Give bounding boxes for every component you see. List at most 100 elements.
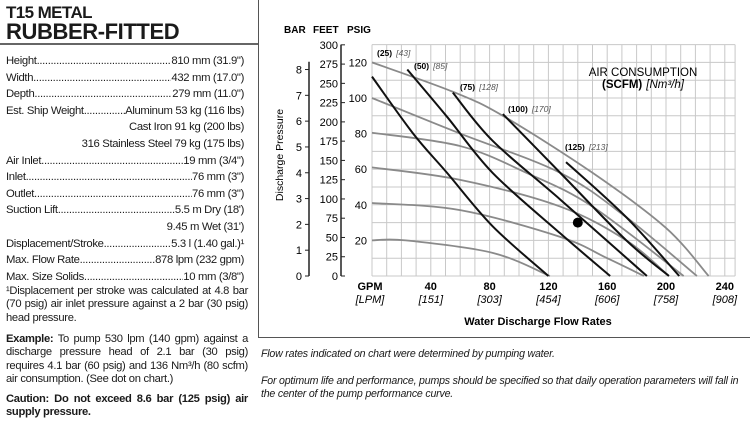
bar-tick-label: 6 bbox=[296, 116, 302, 128]
feet-tick-label: 25 bbox=[326, 252, 338, 264]
spec-label: Outlet bbox=[6, 187, 35, 200]
spec-value: 76 mm (3") bbox=[192, 187, 244, 200]
spec-row: Cast Iron 91 kg (200 lbs) bbox=[6, 119, 244, 136]
air-pressure-curve-80psig bbox=[371, 131, 685, 277]
bar-tick-label: 2 bbox=[296, 219, 302, 231]
bar-tick-label: 7 bbox=[296, 90, 302, 102]
spec-row: Suction Lift 5.5 m Dry (18') bbox=[6, 202, 244, 219]
y-axis-title: Discharge Pressure bbox=[274, 109, 286, 201]
chart-frame-left bbox=[258, 0, 259, 338]
spec-value: 810 mm (31.9") bbox=[171, 55, 244, 67]
air-pressure-curve-20psig bbox=[371, 238, 551, 277]
psig-tick-label: 40 bbox=[355, 200, 367, 212]
axis-header-feet: FEET bbox=[313, 25, 339, 36]
example-body: To pump 530 lpm (140 gpm) against a disc… bbox=[6, 333, 248, 385]
air-pressure-curve-40psig bbox=[371, 202, 645, 277]
air-pressure-curve-60psig bbox=[371, 166, 670, 277]
spec-value: 19 mm (3/4") bbox=[183, 154, 244, 167]
feet-tick-label: 50 bbox=[326, 232, 338, 244]
feet-tick-label: 175 bbox=[320, 136, 338, 148]
psig-tick-label: 20 bbox=[355, 235, 367, 247]
bar-tick-label: 5 bbox=[296, 142, 302, 154]
air-consumption-label: (100) [170] bbox=[508, 104, 551, 114]
product-subtitle: RUBBER-FITTED bbox=[6, 19, 180, 44]
spec-label: Height bbox=[6, 55, 37, 67]
example-label: Example: bbox=[6, 333, 54, 345]
feet-tick-label: 0 bbox=[332, 271, 338, 283]
x-unit-lpm: [LPM] bbox=[355, 294, 386, 306]
air-consumption-label: (25) [43] bbox=[377, 48, 411, 58]
feet-tick-label: 275 bbox=[320, 59, 338, 71]
spec-value: 5.3 l (1.40 gal.)¹ bbox=[171, 237, 244, 250]
psig-tick-label: 80 bbox=[355, 129, 367, 141]
spec-row: Inlet 76 mm (3") bbox=[6, 169, 244, 186]
spec-value: Cast Iron 91 kg (200 lbs) bbox=[129, 121, 244, 134]
spec-row: Outlet 76 mm (3") bbox=[6, 186, 244, 203]
spec-row: 9.45 m Wet (31') bbox=[6, 219, 245, 236]
spec-row: Max. Size Solids 10 mm (3/8") bbox=[6, 269, 244, 286]
psig-tick-label: 120 bbox=[349, 57, 367, 69]
spec-table: Height 810 mm (31.9") Width 432 mm (17.0") D… bbox=[6, 53, 244, 285]
feet-tick-label: 300 bbox=[320, 40, 338, 52]
feet-tick-label: 150 bbox=[320, 155, 338, 167]
legend-scfm: (SCFM) bbox=[602, 79, 642, 91]
x-tick-label: 160 bbox=[598, 281, 616, 293]
spec-row: Depth 279 mm (11.0") bbox=[6, 86, 244, 103]
psig-tick-label: 60 bbox=[355, 164, 367, 176]
spec-label: Depth bbox=[6, 88, 35, 101]
spec-label: Est. Ship Weight bbox=[6, 104, 84, 117]
scfm-label: (75) bbox=[460, 82, 475, 92]
x-tick-label: 240 bbox=[716, 281, 734, 293]
feet-tick-label: 75 bbox=[326, 213, 338, 225]
x-tick-label: 40 bbox=[425, 281, 437, 293]
spec-row: Displacement/Stroke 5.3 l (1.40 gal.)¹ bbox=[6, 236, 244, 253]
scfm-label: (25) bbox=[377, 48, 392, 58]
psig-tick-label: 100 bbox=[349, 93, 367, 105]
footnote: ¹Displacement per stroke was calculated … bbox=[6, 285, 248, 324]
spec-value: 279 mm (11.0") bbox=[172, 88, 244, 101]
x-tick-lpm-label: [908] bbox=[712, 294, 738, 306]
spec-value: 432 mm (17.0") bbox=[171, 71, 244, 84]
spec-value: 9.45 m Wet (31') bbox=[166, 220, 245, 233]
scfm-label: (100) bbox=[508, 104, 528, 114]
air-consumption-curve bbox=[406, 68, 611, 277]
x-tick-lpm-label: [758] bbox=[653, 294, 679, 306]
x-tick-lpm-label: [454] bbox=[535, 294, 561, 306]
note-flow-rates: Flow rates indicated on chart were deter… bbox=[261, 348, 555, 360]
nm3h-label: [213] bbox=[588, 142, 609, 152]
bar-tick-label: 0 bbox=[296, 271, 302, 283]
spec-label: Max. Flow Rate bbox=[6, 254, 80, 267]
air-consumption-label: (125) [213] bbox=[565, 142, 608, 152]
axis-header-psig: PSIG bbox=[347, 25, 371, 36]
axis-header-bar: BAR bbox=[284, 25, 306, 36]
spec-row: 316 Stainless Steel 79 kg (175 lbs) bbox=[6, 136, 245, 153]
nm3h-label: [43] bbox=[395, 48, 411, 58]
bar-tick-label: 8 bbox=[296, 65, 302, 77]
air-consumption-curve bbox=[452, 92, 648, 277]
spec-row: Width 432 mm (17.0") bbox=[6, 70, 244, 87]
air-consumption-curve bbox=[371, 76, 550, 277]
spec-label: Displacement/Stroke bbox=[6, 237, 104, 250]
feet-tick-label: 100 bbox=[320, 194, 338, 206]
x-axis-title: Water Discharge Flow Rates bbox=[464, 316, 612, 328]
feet-tick-label: 250 bbox=[320, 78, 338, 90]
spec-value: 76 mm (3") bbox=[192, 171, 244, 184]
spec-row: Max. Flow Rate 878 lpm (232 gpm) bbox=[6, 252, 244, 269]
scfm-label: (125) bbox=[565, 142, 585, 152]
air-consumption-label: (75) [128] bbox=[460, 82, 499, 92]
spec-row: Est. Ship Weight Aluminum 53 kg (116 lbs) bbox=[6, 103, 244, 120]
x-tick-lpm-label: [151] bbox=[418, 294, 444, 306]
nm3h-label: [85] bbox=[432, 61, 448, 71]
spec-value: Aluminum 53 kg (116 lbs) bbox=[125, 104, 244, 117]
spec-value: 10 mm (3/8") bbox=[183, 270, 244, 283]
spec-row: Air Inlet 19 mm (3/4") bbox=[6, 153, 244, 170]
x-tick-lpm-label: [303] bbox=[476, 294, 502, 306]
spec-value: 878 lpm (232 gpm) bbox=[155, 254, 244, 267]
spec-label: Air Inlet bbox=[6, 154, 42, 167]
air-consumption-curve bbox=[565, 161, 680, 277]
x-tick-lpm-label: [606] bbox=[594, 294, 620, 306]
x-tick-label: 80 bbox=[483, 281, 495, 293]
feet-tick-label: 125 bbox=[320, 175, 338, 187]
legend-subtitle: (SCFM) [Nm³/h] bbox=[602, 79, 685, 91]
title-divider bbox=[0, 43, 259, 45]
